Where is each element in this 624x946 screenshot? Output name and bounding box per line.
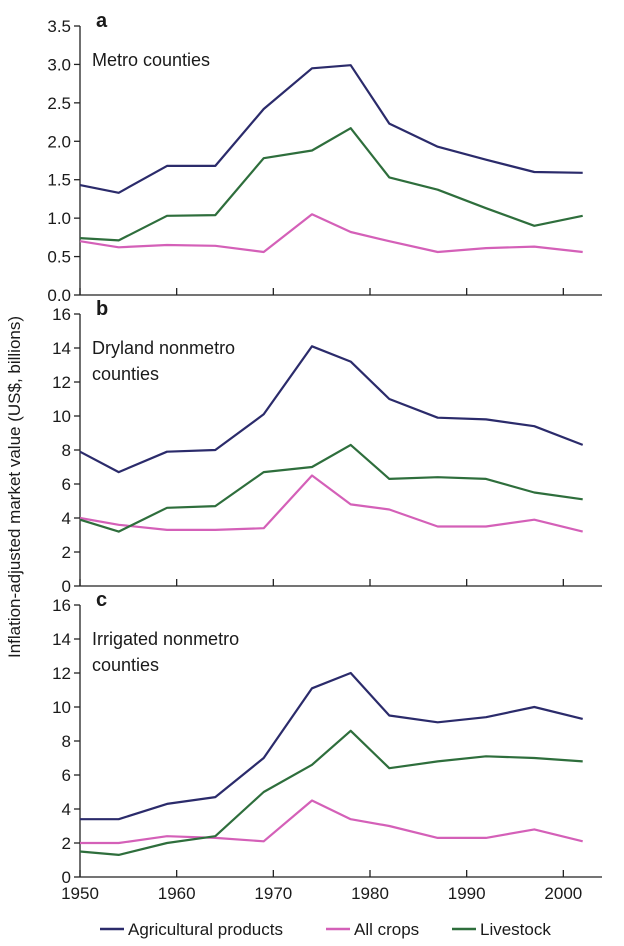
panel-letter: b: [96, 298, 108, 320]
y-tick-label: 0: [62, 577, 71, 596]
x-tick-label: 1950: [61, 884, 99, 903]
y-tick-label: 1.5: [47, 171, 71, 190]
series-line-all-crops: [79, 474, 583, 533]
panel-letter: c: [96, 589, 107, 611]
y-tick-label: 16: [52, 596, 71, 615]
panel-title: counties: [92, 364, 159, 384]
panel-letter: a: [96, 10, 108, 32]
legend: Agricultural products All crops Livestock: [100, 920, 551, 939]
x-tick-label: 1980: [351, 884, 389, 903]
legend-label-livestock: Livestock: [480, 920, 551, 939]
series-line-agricultural-products: [79, 345, 584, 474]
y-axis-label: Inflation-adjusted market value (US$, bi…: [5, 316, 24, 658]
panel-b: 0 2 4 6 8 10 12 14 16 b Dryland nonmetro counties: [52, 298, 602, 596]
y-tick-label: 2: [62, 543, 71, 562]
y-tick-label: 4: [62, 509, 71, 528]
y-tick-label: 10: [52, 407, 71, 426]
panel-c: 0 2 4 6 8 10 12 14 16 c Irrigated nonmetro counties: [52, 589, 602, 887]
legend-label-agricultural-products: Agricultural products: [128, 920, 283, 939]
panel-title: Dryland nonmetro: [92, 338, 235, 358]
series-line-livestock: [79, 127, 583, 242]
y-tick-label: 2.5: [47, 94, 71, 113]
series-line-agricultural-products: [80, 671, 583, 821]
y-tick-label: 2: [62, 834, 71, 853]
y-tick-label: 16: [52, 305, 71, 324]
y-tick-label: 4: [62, 800, 71, 819]
x-tick-label: 1960: [158, 884, 196, 903]
series-line-livestock: [79, 443, 583, 533]
series-line-agricultural-products: [79, 64, 583, 194]
y-tick-label: 0.0: [47, 286, 71, 305]
y-tick-label: 0: [62, 868, 71, 887]
y-tick-label: 12: [52, 664, 71, 683]
series-line-all-crops: [80, 799, 583, 845]
y-tick-label: 8: [62, 732, 71, 751]
panel-a: 0.0 0.5 1.0 1.5 2.0 2.5 3.0 3.5 a Metro counties: [47, 10, 602, 305]
y-tick-label: 6: [62, 766, 71, 785]
y-tick-label: 10: [52, 698, 71, 717]
series-line-livestock: [79, 729, 583, 857]
y-tick-label: 0.5: [47, 248, 71, 267]
y-tick-label: 3.0: [47, 55, 71, 74]
x-tick-label: 2000: [544, 884, 582, 903]
x-tick-label: 1970: [254, 884, 292, 903]
panel-title: Irrigated nonmetro: [92, 629, 239, 649]
y-tick-label: 8: [62, 441, 71, 460]
y-tick-label: 14: [52, 339, 71, 358]
y-tick-label: 1.0: [47, 209, 71, 228]
panel-title: counties: [92, 655, 159, 675]
panel-title: Metro counties: [92, 50, 210, 70]
y-tick-label: 2.0: [47, 132, 71, 151]
y-tick-label: 14: [52, 630, 71, 649]
y-tick-label: 12: [52, 373, 71, 392]
y-tick-label: 3.5: [47, 17, 71, 36]
y-tick-label: 6: [62, 475, 71, 494]
series-line-all-crops: [79, 213, 583, 254]
legend-label-all-crops: All crops: [354, 920, 419, 939]
x-tick-label: 1990: [448, 884, 486, 903]
